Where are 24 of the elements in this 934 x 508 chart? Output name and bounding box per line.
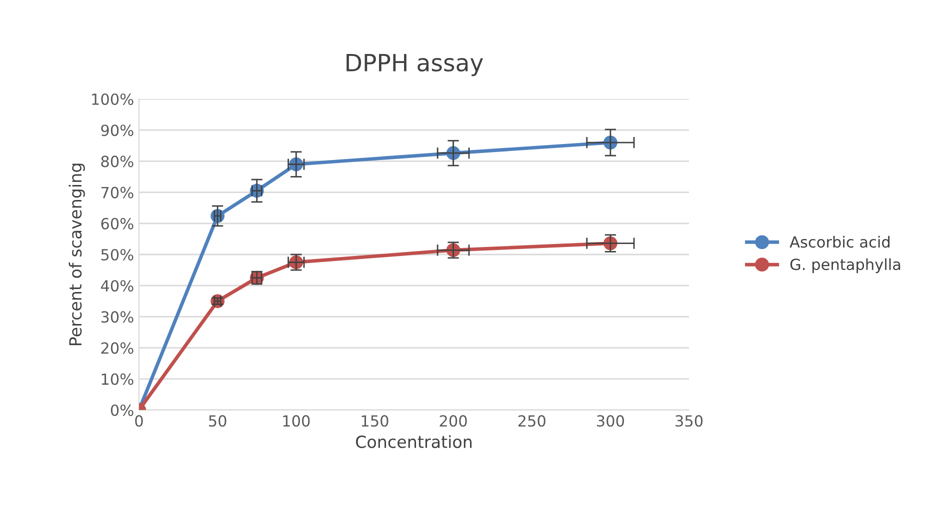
legend-label: G. pentaphylla <box>790 258 900 274</box>
x-tick-label: 150 <box>362 415 388 427</box>
y-axis-title: Percent of scavenging <box>68 164 85 346</box>
y-tick-label: 20% <box>101 342 134 354</box>
y-tick-label: 90% <box>101 124 134 136</box>
y-tick-label: 30% <box>101 311 134 323</box>
x-tick-label: 50 <box>209 415 226 427</box>
x-tick-label: 250 <box>518 415 546 427</box>
y-tick-label: 10% <box>102 373 134 385</box>
x-tick-label: 100 <box>283 415 310 427</box>
y-tick-label: 40% <box>100 280 134 292</box>
y-tick-label: 0% <box>110 404 134 416</box>
y-tick-label: 60% <box>101 218 134 230</box>
legend-label: Ascorbic acid <box>790 236 890 248</box>
x-axis-title: Concentration <box>356 435 472 448</box>
x-tick-label: 300 <box>597 415 624 427</box>
x-tick-label: 350 <box>676 415 703 427</box>
y-tick-label: 80% <box>101 156 134 168</box>
chart-title: DPPH assay <box>346 54 484 76</box>
y-tick-label: 100% <box>92 93 134 106</box>
x-tick-label: 0 <box>135 415 143 427</box>
y-tick-label: 50% <box>101 248 134 261</box>
y-tick-label: 70% <box>101 186 134 198</box>
x-tick-label: 200 <box>440 415 467 427</box>
